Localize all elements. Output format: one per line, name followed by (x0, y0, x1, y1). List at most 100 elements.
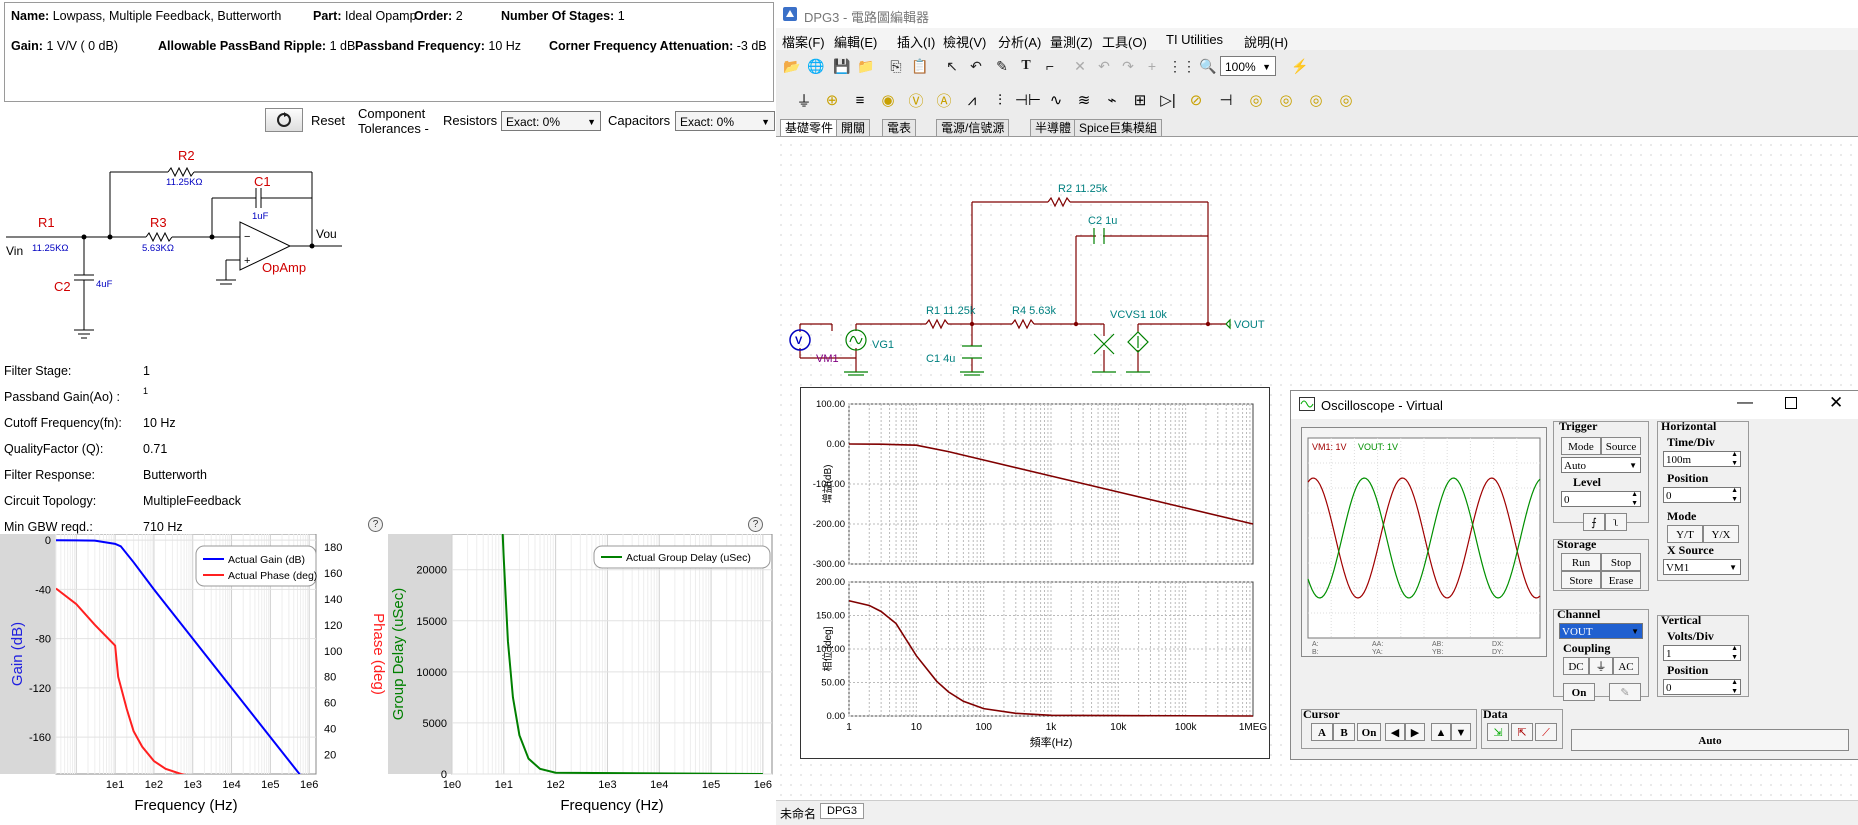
diode-icon[interactable]: ▷| (1160, 92, 1176, 109)
junction-icon[interactable]: + (1147, 58, 1157, 74)
text-icon[interactable]: T (1021, 58, 1031, 73)
auto-button[interactable]: Auto (1571, 729, 1849, 751)
hposition-input[interactable]: 0 ▲ ▼ (1663, 486, 1741, 503)
menu-item[interactable]: 檔案(F) (782, 35, 825, 50)
inductor-icon[interactable]: ∿ (1049, 92, 1063, 109)
ripple-row: Allowable PassBand Ripple: 1 dB (158, 39, 355, 53)
delay-axis-band (388, 534, 452, 774)
data-export-icon[interactable]: ⇲ (1487, 723, 1509, 741)
cursor-left-icon[interactable]: ◀ (1385, 723, 1405, 741)
help-icon[interactable]: ? (748, 517, 763, 532)
ic-source-4-icon[interactable]: ◎ (1339, 92, 1353, 109)
undo-icon[interactable]: ↶ (1098, 57, 1110, 74)
timediv-input[interactable]: 100m ▲ ▼ (1663, 450, 1741, 467)
menu-item[interactable]: TI Utilities (1166, 32, 1224, 47)
minimize-icon[interactable]: — (1737, 394, 1753, 411)
component-tab[interactable]: 開關 (836, 119, 871, 136)
menu-item[interactable]: 量測(Z) (1050, 35, 1093, 50)
component-tab[interactable]: 半導體 (1030, 119, 1077, 136)
component-tab[interactable]: 電源/信號源 (936, 119, 1010, 136)
pointer-icon[interactable]: ↖ (946, 57, 958, 74)
cursor-on-button[interactable]: On (1357, 723, 1381, 741)
lamp-icon[interactable]: ⊘ (1189, 92, 1203, 109)
zoom-select[interactable]: 100% ▼ (1220, 56, 1276, 76)
open-icon[interactable]: 📁 (857, 57, 875, 74)
copy-icon[interactable]: ⎘ (890, 57, 902, 74)
trigger-mode-button[interactable]: Mode (1561, 437, 1601, 455)
resistors-tolerance-select[interactable]: Exact: 0% ▼ (501, 111, 601, 131)
cursor-b-button[interactable]: B (1333, 723, 1355, 741)
trigger-falling-edge-icon[interactable]: ʅ (1605, 513, 1627, 531)
transformer-icon[interactable]: ≋ (1077, 92, 1091, 109)
ac-source-icon[interactable]: ◉ (881, 92, 895, 109)
menu-item[interactable]: 分析(A) (998, 35, 1042, 50)
ic-source-1-icon[interactable]: ◎ (1249, 92, 1263, 109)
data-clear-icon[interactable]: ⟋ (1535, 723, 1557, 741)
cursor-a-button[interactable]: A (1311, 723, 1333, 741)
run-button[interactable]: Run (1561, 553, 1601, 571)
ammeter-icon[interactable]: Ⓐ (936, 92, 952, 110)
resistor-icon[interactable]: ⩘ (967, 91, 977, 109)
channel-on-button[interactable]: On (1563, 683, 1595, 701)
component-tab[interactable]: Spice巨集模組 (1074, 119, 1163, 136)
open-folder-icon[interactable]: 📂 (783, 57, 801, 74)
dc-coupling-button[interactable]: DC (1563, 657, 1589, 675)
ground-icon[interactable]: ⏚ (796, 92, 812, 110)
store-button[interactable]: Store (1561, 571, 1601, 589)
data-import-icon[interactable]: ⇱ (1511, 723, 1533, 741)
voltmeter-icon[interactable]: Ⓥ (908, 92, 924, 110)
ac-coupling-button[interactable]: AC (1613, 657, 1639, 675)
yt-button[interactable]: Y/T (1667, 525, 1703, 543)
component-tab[interactable]: 基礎零件 (780, 119, 839, 136)
cursor-down-icon[interactable]: ▼ (1451, 723, 1471, 741)
voltage-source-icon[interactable]: ⊕ (825, 92, 839, 109)
menu-item[interactable]: 檢視(V) (943, 35, 987, 50)
help-icon[interactable]: ? (368, 517, 383, 532)
xsource-select[interactable]: VM1 ▼ (1663, 559, 1741, 575)
cursor-right-icon[interactable]: ▶ (1405, 723, 1425, 741)
globe-icon[interactable]: 🌐 (807, 57, 825, 74)
paste-icon[interactable]: 📋 (911, 57, 929, 74)
delete-icon[interactable]: ✕ (1074, 57, 1086, 74)
junction-tool-icon[interactable]: ⊣ (1219, 92, 1233, 109)
yx-button[interactable]: Y/X (1703, 525, 1739, 543)
vposition-input[interactable]: 0 ▲ ▼ (1663, 678, 1741, 695)
trigger-mode-select[interactable]: Auto ▼ (1561, 457, 1641, 473)
zoom-icon[interactable]: 🔍 (1199, 57, 1217, 74)
menu-item[interactable]: 插入(I) (897, 35, 936, 50)
probe-icon[interactable]: ⚡ (1291, 57, 1309, 74)
battery-icon[interactable]: ≡ (855, 91, 865, 109)
x-tick-label: 100k (1175, 722, 1198, 733)
redo-icon[interactable]: ↷ (1122, 57, 1134, 74)
probe-pen-icon[interactable]: ✎ (1609, 683, 1641, 701)
relay-icon[interactable]: ⊞ (1133, 92, 1147, 109)
ic-source-3-icon[interactable]: ◎ (1309, 92, 1323, 109)
trigger-rising-edge-icon[interactable]: ⨍ (1583, 513, 1605, 531)
level-input[interactable]: 0 ▲ ▼ (1561, 490, 1641, 507)
save-icon[interactable]: 💾 (833, 57, 851, 74)
cursor-up-icon[interactable]: ▲ (1431, 723, 1451, 741)
wire-icon[interactable]: ⌐ (1045, 58, 1055, 74)
trigger-source-button[interactable]: Source (1601, 437, 1641, 455)
ground-coupling-icon[interactable]: ⏚ (1589, 657, 1613, 675)
capacitor-icon[interactable]: ⊣⊢ (1014, 92, 1042, 109)
menu-item[interactable]: 編輯(E) (834, 35, 878, 50)
menu-item[interactable]: 工具(O) (1102, 35, 1147, 50)
grid-icon[interactable]: ⋮⋮ (1168, 57, 1196, 74)
rotate-pointer-icon[interactable]: ↶ (970, 57, 982, 74)
menu-item[interactable]: 說明(H) (1244, 35, 1289, 50)
voltsdiv-input[interactable]: 1 ▲ ▼ (1663, 644, 1741, 661)
maximize-icon[interactable] (1785, 397, 1797, 409)
pencil-icon[interactable]: ✎ (996, 57, 1008, 74)
potentiometer-icon[interactable]: ⫶ (998, 91, 1002, 109)
stop-button[interactable]: Stop (1601, 553, 1641, 571)
component-tab[interactable]: 電表 (882, 119, 917, 136)
switch-icon[interactable]: ⌁ (1107, 92, 1117, 109)
capacitors-tolerance-select[interactable]: Exact: 0% ▼ (675, 111, 775, 131)
document-tab[interactable]: DPG3 (820, 803, 864, 819)
channel-select[interactable]: VOUT ▼ (1559, 623, 1643, 639)
ic-source-2-icon[interactable]: ◎ (1279, 92, 1293, 109)
reset-button[interactable] (265, 108, 303, 132)
erase-button[interactable]: Erase (1601, 571, 1641, 589)
close-icon[interactable]: ✕ (1829, 393, 1844, 412)
